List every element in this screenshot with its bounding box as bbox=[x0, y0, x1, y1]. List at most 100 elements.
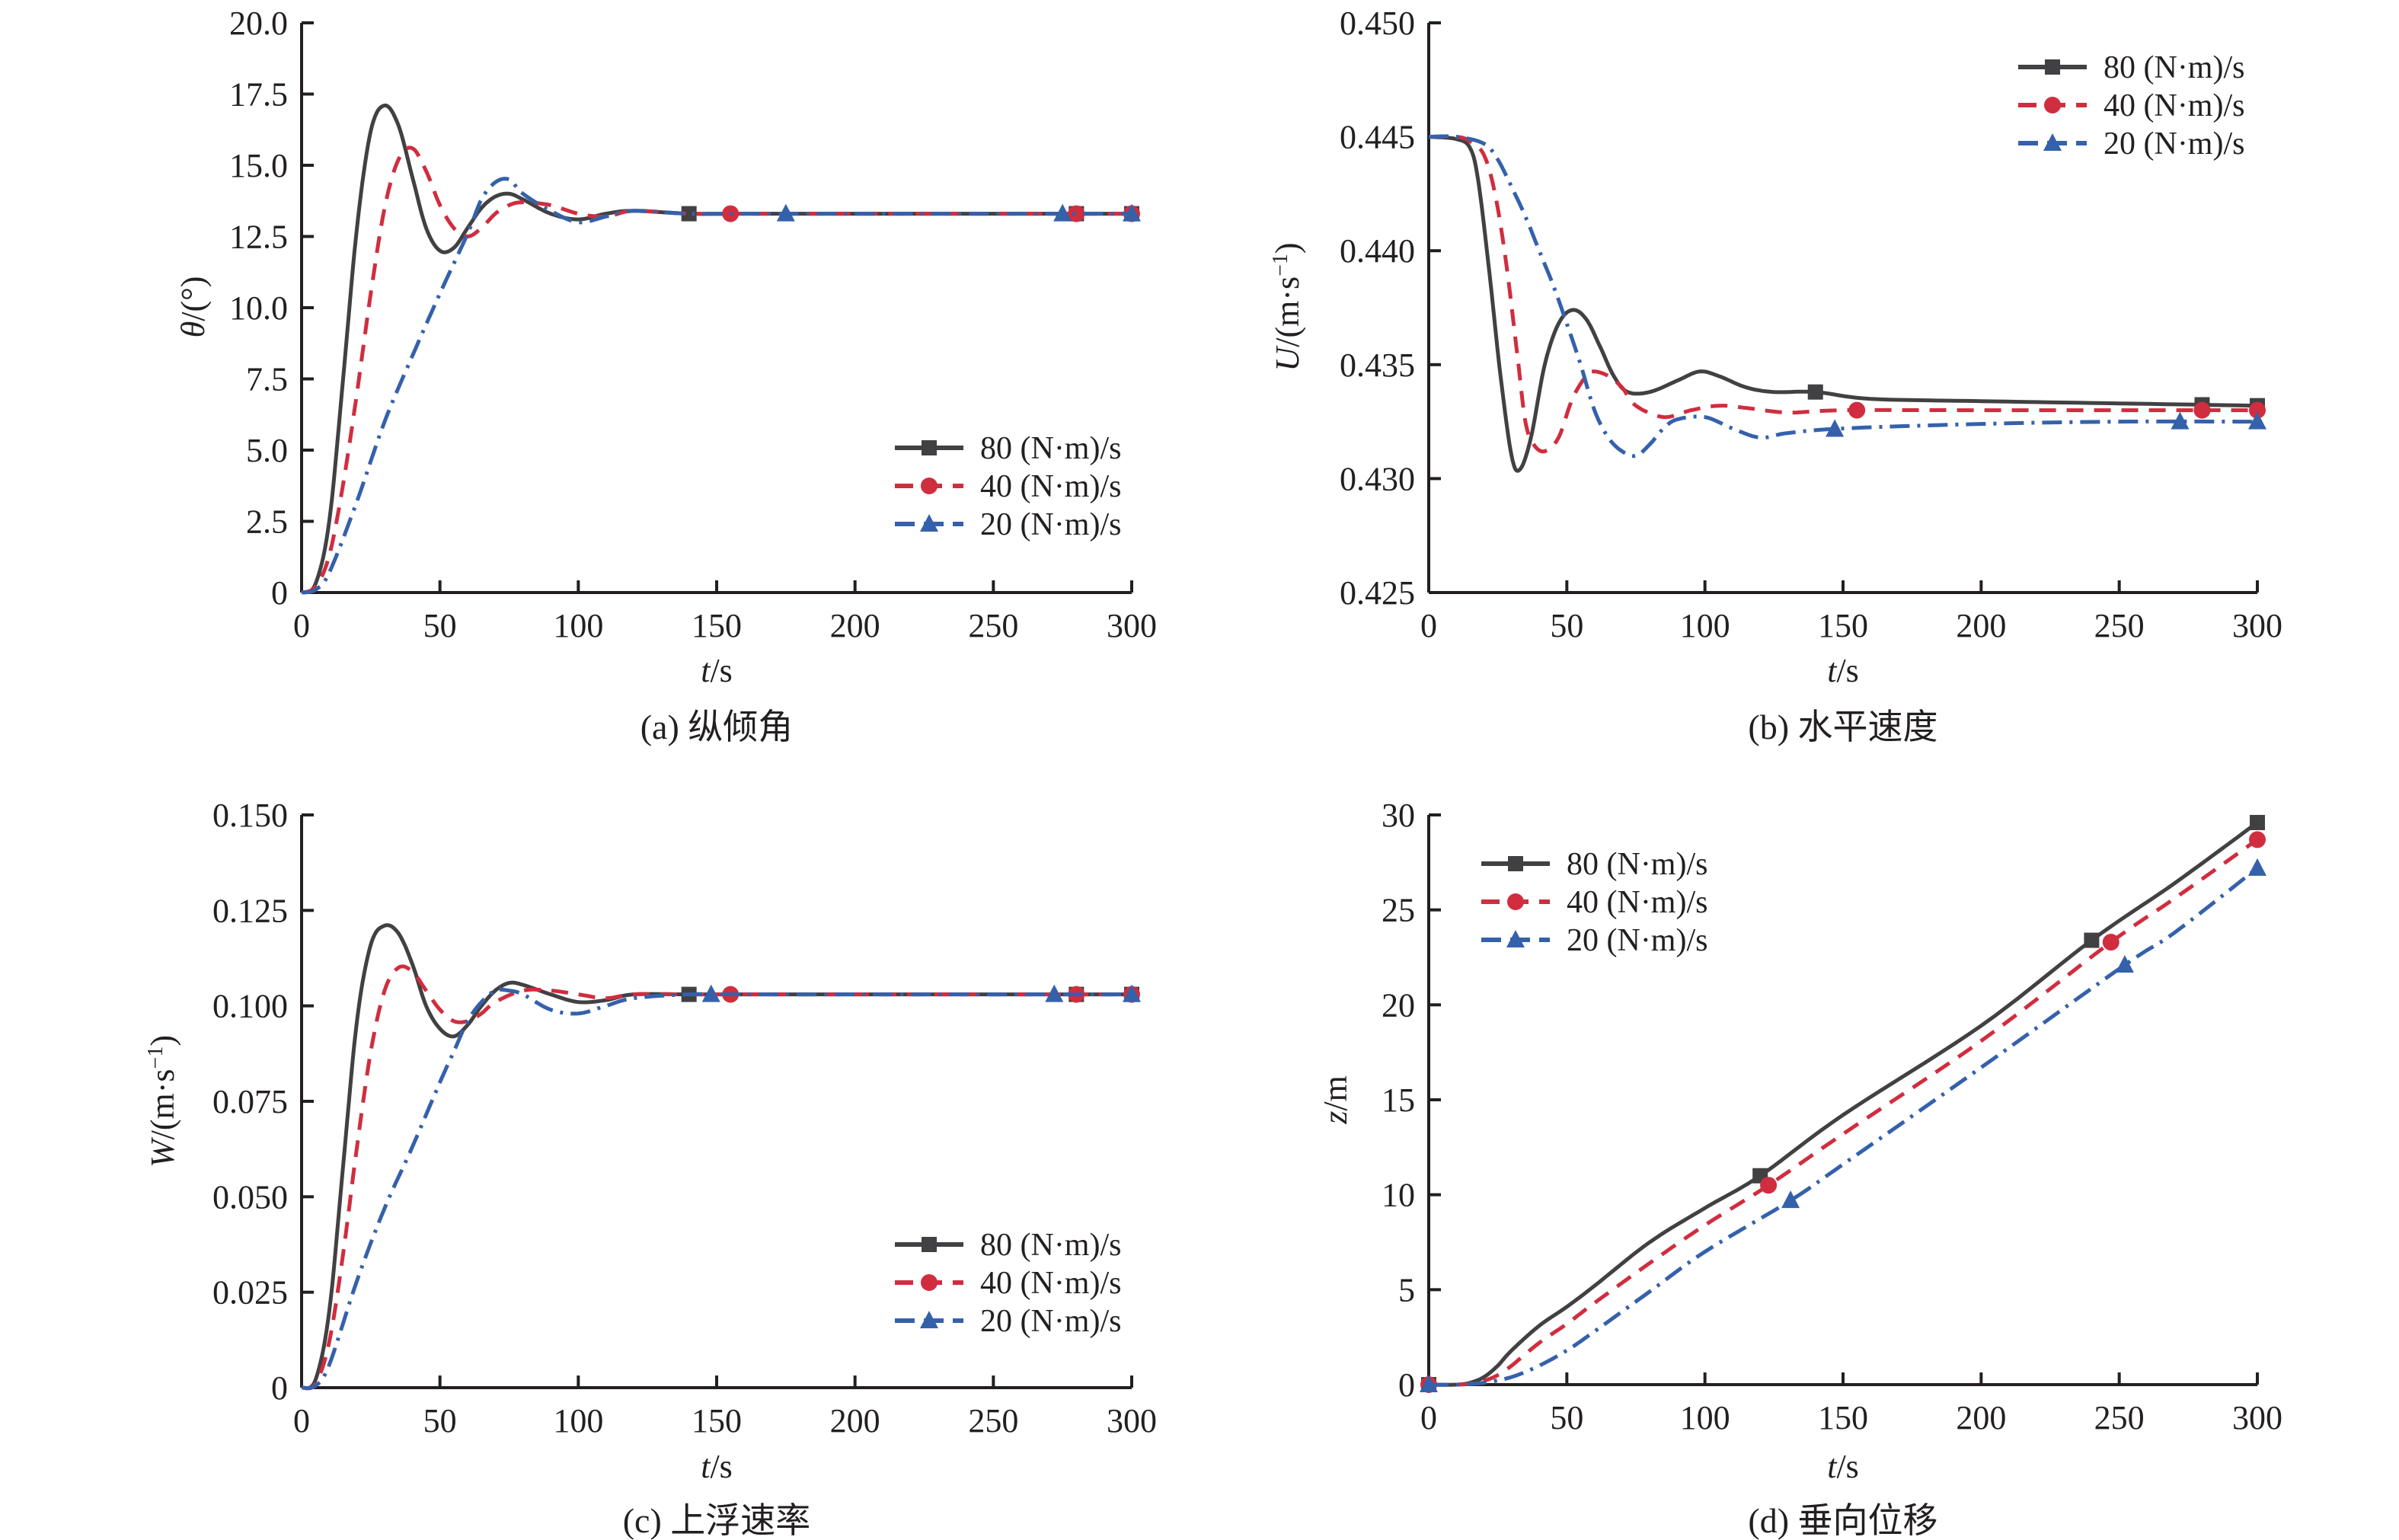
data-marker-a-1 bbox=[1068, 205, 1085, 222]
y-tick-label-a: 12.5 bbox=[229, 219, 288, 256]
x-axis-label-a: t/s bbox=[701, 652, 733, 689]
x-tick-label-b: 250 bbox=[2094, 607, 2145, 644]
x-axis-label-d: t/s bbox=[1827, 1448, 1859, 1485]
legend-item: 80 (N·m)/s bbox=[895, 1228, 1121, 1263]
legend-marker-triangle-icon bbox=[920, 1311, 938, 1328]
legend-label: 40 (N·m)/s bbox=[980, 469, 1121, 504]
y-tick-label-d: 0 bbox=[1398, 1366, 1415, 1404]
y-tick-label-a: 17.5 bbox=[229, 76, 288, 113]
x-tick-label-d: 100 bbox=[1680, 1399, 1730, 1436]
y-axis-label-c: W/(m·s−1) bbox=[144, 1035, 182, 1168]
panel-b-horizontal-speed: 0 50 100 150 200 250 300 0.425 0.430 0.435 0.440 0.… bbox=[1269, 5, 2283, 746]
legend-label: 80 (N·m)/s bbox=[980, 1228, 1121, 1263]
series-line-b-0 bbox=[1428, 135, 2258, 473]
data-marker-a-2 bbox=[1123, 203, 1141, 222]
series-a-2 bbox=[300, 177, 1141, 595]
panel-d-vertical-displacement: 0 50 100 150 200 250 300 0 5 10 15 20 25 30 80 (N·m)/s… bbox=[1317, 797, 2282, 1540]
y-tick-label-d: 25 bbox=[1382, 892, 1415, 929]
x-tick-label-c: 100 bbox=[553, 1402, 603, 1439]
data-marker-b-2 bbox=[2171, 411, 2190, 430]
series-b-1 bbox=[1428, 134, 2266, 454]
data-marker-b-2 bbox=[2248, 411, 2266, 430]
x-tick-label-a: 200 bbox=[830, 607, 880, 644]
y-axis-label-d: z/m bbox=[1317, 1075, 1354, 1125]
x-tick-label-d: 0 bbox=[1420, 1399, 1437, 1436]
series-d-2 bbox=[1420, 858, 2266, 1392]
y-tick-label-a: 2.5 bbox=[246, 503, 288, 541]
data-marker-d-1 bbox=[2249, 831, 2266, 848]
data-marker-b-1 bbox=[2193, 401, 2211, 419]
legend-marker-square-icon bbox=[922, 440, 937, 455]
legend-c: 80 (N·m)/s40 (N·m)/s20 (N·m)/s bbox=[895, 1228, 1121, 1339]
legend-item: 20 (N·m)/s bbox=[895, 1304, 1121, 1339]
y-tick-label-c: 0.125 bbox=[212, 892, 288, 929]
x-tick-label-c: 200 bbox=[830, 1402, 880, 1439]
legend-item: 20 (N·m)/s bbox=[2018, 126, 2244, 161]
legend-item: 40 (N·m)/s bbox=[895, 1266, 1121, 1301]
y-tick-label-b: 0.445 bbox=[1340, 119, 1415, 156]
data-marker-d-1 bbox=[1760, 1177, 1778, 1194]
x-tick-label-b: 50 bbox=[1550, 607, 1583, 644]
data-marker-b-1 bbox=[2249, 401, 2266, 419]
x-tick-label-c: 250 bbox=[968, 1402, 1018, 1439]
x-tick-label-b: 0 bbox=[1420, 607, 1437, 644]
legend-b: 80 (N·m)/s40 (N·m)/s20 (N·m)/s bbox=[2018, 50, 2244, 161]
y-tick-label-b: 0.425 bbox=[1340, 574, 1415, 612]
data-marker-b-2 bbox=[1826, 419, 1845, 437]
y-tick-label-b: 0.450 bbox=[1340, 5, 1415, 42]
data-marker-c-2 bbox=[1045, 984, 1064, 1002]
data-marker-a-0 bbox=[681, 206, 697, 222]
series-line-b-1 bbox=[1428, 134, 2257, 454]
y-tick-label-c: 0.150 bbox=[212, 797, 288, 834]
y-tick-label-c: 0.025 bbox=[212, 1274, 288, 1312]
x-tick-label-c: 0 bbox=[293, 1402, 310, 1439]
legend-label: 20 (N·m)/s bbox=[2104, 126, 2244, 161]
y-tick-label-d: 10 bbox=[1382, 1177, 1415, 1214]
axes-a: 0 50 100 150 200 250 300 0 2.5 5.0 7.5 10.0 12.5 15.0… bbox=[229, 5, 1157, 644]
plot-area-a: 0 50 100 150 200 250 300 0 2.5 5.0 7.5 10.0 12.5 15.0… bbox=[229, 5, 1157, 644]
x-tick-label-a: 0 bbox=[293, 607, 310, 644]
y-tick-label-b: 0.440 bbox=[1340, 232, 1415, 270]
legend-marker-square-icon bbox=[2045, 59, 2060, 75]
axes-b: 0 50 100 150 200 250 300 0.425 0.430 0.435 0.440 0.… bbox=[1340, 5, 2282, 644]
y-axis-label-a: θ/(°) bbox=[174, 276, 212, 338]
y-tick-label-d: 30 bbox=[1382, 797, 1415, 834]
data-marker-c-2 bbox=[1123, 984, 1141, 1002]
legend-label: 20 (N·m)/s bbox=[980, 1304, 1121, 1339]
x-tick-label-d: 50 bbox=[1550, 1399, 1583, 1436]
series-line-d-0 bbox=[1428, 820, 2259, 1387]
legend-label: 40 (N·m)/s bbox=[2104, 88, 2244, 123]
legend-marker-square-icon bbox=[922, 1237, 937, 1252]
legend-marker-triangle-icon bbox=[920, 514, 938, 532]
legend-d: 80 (N·m)/s40 (N·m)/s20 (N·m)/s bbox=[1481, 847, 1707, 958]
series-line-a-2 bbox=[300, 177, 1132, 595]
legend-marker-circle-icon bbox=[921, 1274, 938, 1291]
y-axis-label-b: U/(m·s−1) bbox=[1269, 242, 1307, 371]
caption-a: (a) 纵倾角 bbox=[640, 708, 794, 746]
x-tick-label-b: 100 bbox=[1680, 607, 1730, 644]
legend-label: 80 (N·m)/s bbox=[1567, 847, 1707, 882]
caption-d: (d) 垂向位移 bbox=[1748, 1501, 1937, 1540]
legend-marker-triangle-icon bbox=[2043, 133, 2062, 151]
caption-b: (b) 水平速度 bbox=[1748, 708, 1937, 746]
series-line-d-1 bbox=[1428, 838, 2259, 1387]
x-tick-label-d: 150 bbox=[1818, 1399, 1868, 1436]
legend-item: 80 (N·m)/s bbox=[2018, 50, 2244, 85]
plot-area-c: 0 50 100 150 200 250 300 0 0.025 0.050 0.075 0.100 0… bbox=[212, 797, 1157, 1439]
y-tick-label-b: 0.435 bbox=[1340, 347, 1415, 384]
legend-marker-square-icon bbox=[1508, 856, 1523, 871]
plot-area-d: 0 50 100 150 200 250 300 0 5 10 15 20 25 30 80 (N·m)/s… bbox=[1382, 797, 2282, 1436]
series-b-0 bbox=[1428, 135, 2265, 473]
legend-marker-circle-icon bbox=[2044, 97, 2061, 113]
legend-item: 80 (N·m)/s bbox=[895, 431, 1121, 466]
y-tick-label-a: 0 bbox=[271, 574, 288, 612]
x-tick-label-a: 150 bbox=[692, 607, 742, 644]
axes-d: 0 50 100 150 200 250 300 0 5 10 15 20 25 30 bbox=[1382, 797, 2282, 1436]
y-tick-label-c: 0 bbox=[271, 1369, 288, 1407]
x-tick-label-b: 300 bbox=[2232, 607, 2282, 644]
data-marker-d-0 bbox=[2084, 932, 2100, 948]
y-tick-label-c: 0.050 bbox=[212, 1178, 288, 1216]
legend-item: 40 (N·m)/s bbox=[1481, 885, 1707, 920]
x-tick-label-c: 150 bbox=[692, 1402, 742, 1439]
